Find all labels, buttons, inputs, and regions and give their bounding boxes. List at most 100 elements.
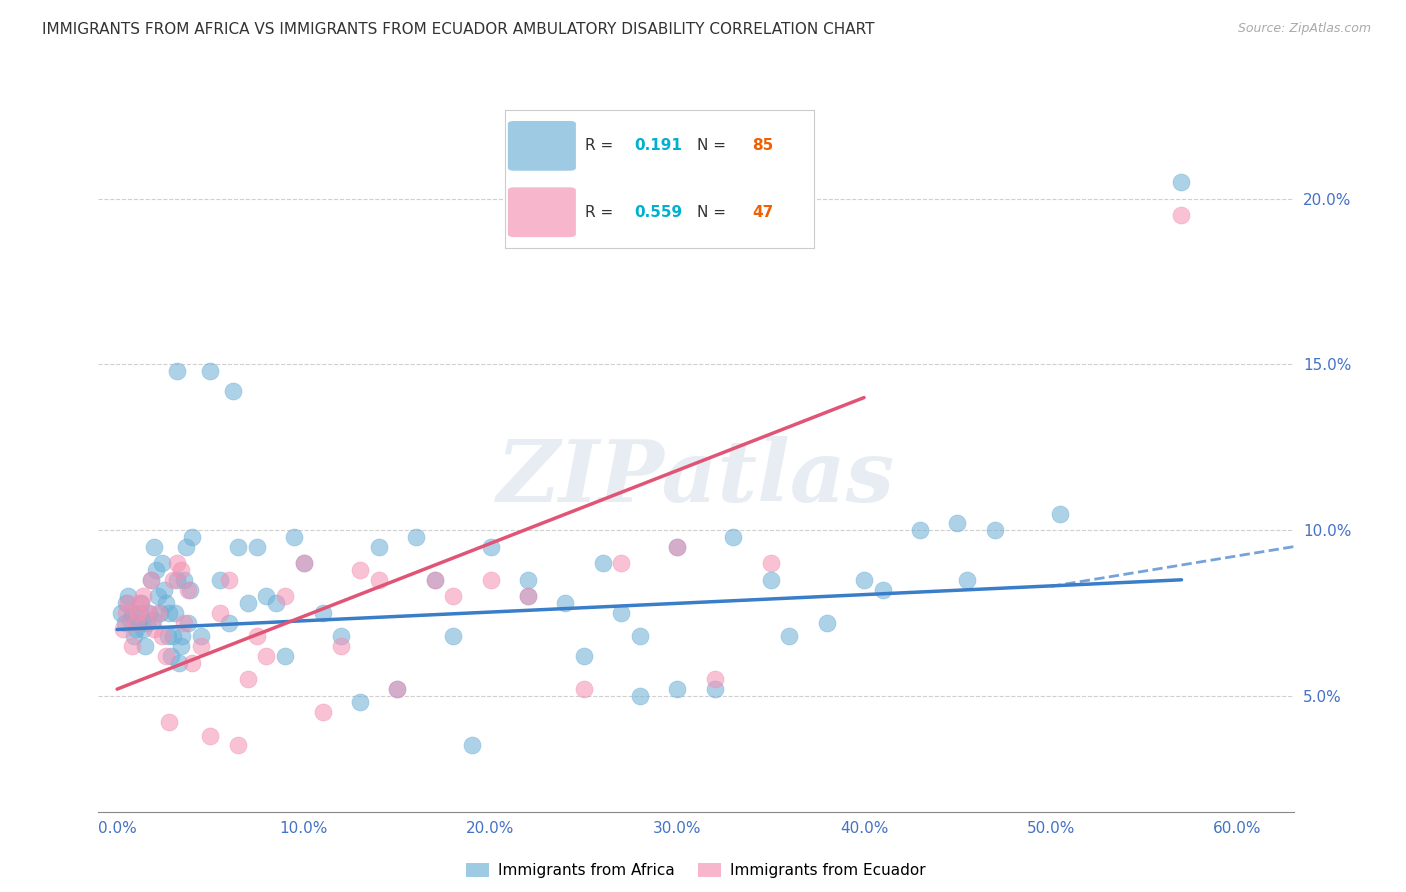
Point: [138, 606, 160, 620]
Point: [908, 523, 931, 537]
Point: [128, 606, 150, 620]
Point: [610, 556, 633, 570]
Point: [759, 573, 782, 587]
Point: [139, 573, 162, 587]
Text: IMMIGRANTS FROM AFRICA VS IMMIGRANTS FROM ECUADOR AMBULATORY DISABILITY CORRELAT: IMMIGRANTS FROM AFRICA VS IMMIGRANTS FRO…: [42, 22, 875, 37]
Point: [1049, 507, 1071, 521]
Point: [666, 540, 689, 554]
Text: ZIPatlas: ZIPatlas: [496, 436, 896, 519]
Point: [330, 639, 353, 653]
Point: [461, 739, 484, 753]
FancyBboxPatch shape: [508, 121, 576, 170]
Point: [122, 629, 145, 643]
Point: [385, 682, 409, 697]
Text: 0.191: 0.191: [634, 138, 682, 153]
Point: [441, 590, 464, 604]
Point: [157, 606, 180, 620]
Point: [208, 606, 231, 620]
Text: Source: ZipAtlas.com: Source: ZipAtlas.com: [1237, 22, 1371, 36]
Text: 0.559: 0.559: [634, 204, 683, 219]
Point: [572, 682, 595, 697]
Point: [723, 530, 745, 544]
Point: [222, 384, 245, 398]
Text: N =: N =: [696, 138, 730, 153]
Point: [136, 606, 159, 620]
Point: [136, 615, 159, 630]
Point: [264, 596, 287, 610]
Point: [179, 582, 201, 597]
Point: [128, 596, 150, 610]
Point: [208, 573, 231, 587]
Point: [423, 573, 446, 587]
Point: [872, 582, 894, 597]
Point: [173, 573, 195, 587]
Point: [441, 629, 464, 643]
Point: [117, 596, 139, 610]
Point: [228, 739, 250, 753]
Point: [117, 590, 139, 604]
Point: [628, 689, 651, 703]
Point: [274, 590, 297, 604]
Point: [572, 648, 595, 663]
Point: [228, 540, 250, 554]
Point: [956, 573, 979, 587]
Point: [166, 573, 188, 587]
Point: [666, 540, 689, 554]
Point: [200, 364, 222, 378]
Point: [110, 606, 132, 620]
Point: [311, 606, 333, 620]
Point: [405, 530, 427, 544]
Point: [246, 540, 269, 554]
Point: [853, 573, 876, 587]
Point: [703, 672, 725, 686]
Point: [190, 629, 212, 643]
Point: [148, 590, 170, 604]
Point: [946, 516, 969, 531]
Point: [516, 590, 538, 604]
Point: [703, 682, 725, 697]
Point: [274, 648, 297, 663]
Point: [592, 556, 614, 570]
Point: [218, 573, 240, 587]
Point: [156, 629, 179, 643]
Point: [127, 606, 149, 620]
Point: [120, 613, 142, 627]
Text: N =: N =: [696, 204, 730, 219]
Point: [516, 573, 538, 587]
Point: [125, 615, 148, 630]
Point: [127, 615, 149, 630]
Point: [666, 682, 689, 697]
Text: R =: R =: [585, 204, 619, 219]
Point: [349, 695, 371, 709]
Point: [150, 556, 173, 570]
Point: [246, 629, 269, 643]
Point: [160, 648, 183, 663]
Point: [169, 563, 191, 577]
Point: [610, 606, 633, 620]
Point: [174, 540, 197, 554]
Point: [114, 615, 136, 630]
Point: [1170, 175, 1192, 189]
Point: [1170, 208, 1192, 222]
Point: [283, 530, 305, 544]
Point: [984, 523, 1007, 537]
Point: [139, 573, 162, 587]
Point: [349, 563, 371, 577]
Point: [759, 556, 782, 570]
Point: [166, 556, 188, 570]
Point: [256, 648, 278, 663]
Point: [115, 596, 138, 610]
FancyBboxPatch shape: [508, 187, 576, 237]
Point: [121, 639, 143, 653]
Point: [145, 563, 167, 577]
Point: [132, 590, 155, 604]
Text: 85: 85: [752, 138, 773, 153]
Point: [177, 582, 200, 597]
Point: [236, 596, 259, 610]
Point: [628, 629, 651, 643]
Point: [200, 729, 222, 743]
Legend: Immigrants from Africa, Immigrants from Ecuador: Immigrants from Africa, Immigrants from …: [460, 857, 932, 884]
Point: [148, 606, 170, 620]
Point: [330, 629, 353, 643]
Text: 47: 47: [752, 204, 773, 219]
